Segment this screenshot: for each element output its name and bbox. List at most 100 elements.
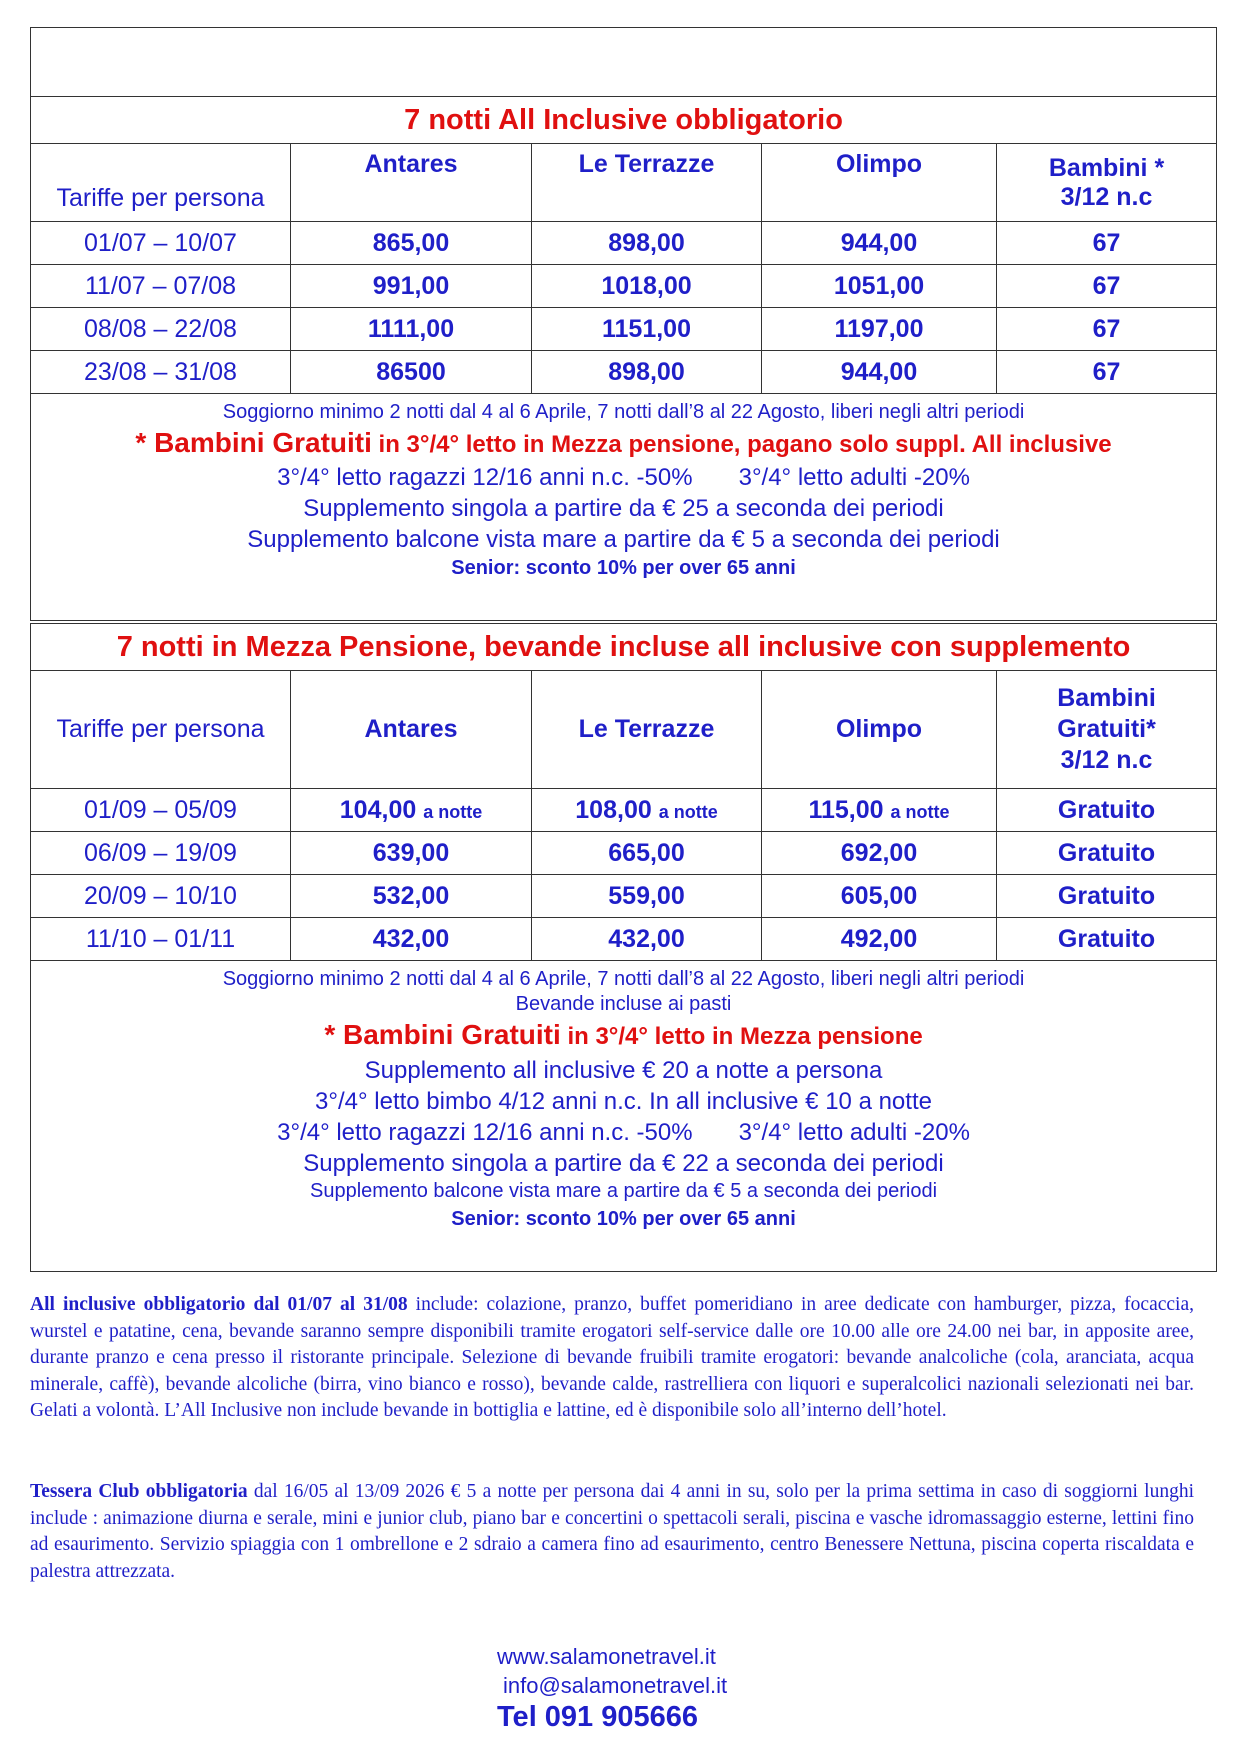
table-row: 01/09 – 05/09 104,00 a notte 108,00 a no… xyxy=(30,788,1218,832)
price-le-terrazze: 665,00 xyxy=(531,831,762,875)
phone-number: Tel 091 905666 xyxy=(497,1701,699,1733)
price-olimpo: 944,00 xyxy=(761,350,997,394)
kids-note-highlight: * Bambini Gratuiti xyxy=(324,1019,561,1050)
drinks-note: Bevande incluse ai pasti xyxy=(515,993,732,1015)
period: 01/07 – 10/07 xyxy=(30,221,291,265)
price-antares: 991,00 xyxy=(290,264,532,308)
period: 11/10 – 01/11 xyxy=(30,917,291,961)
price-olimpo: 944,00 xyxy=(761,221,997,265)
price-olimpo: 1197,00 xyxy=(761,307,997,351)
child-bed-note: 3°/4° letto bimbo 4/12 anni n.c. In all … xyxy=(315,1088,932,1115)
price-value: 115,00 xyxy=(808,795,884,824)
price-bambini: 67 xyxy=(995,350,1218,394)
price-antares: 639,00 xyxy=(290,831,532,875)
period: 01/09 – 05/09 xyxy=(30,788,291,832)
paragraph-text: include: colazione, pranzo, buffet pomer… xyxy=(30,1294,1194,1421)
price-le-terrazze: 108,00 a notte xyxy=(531,788,762,832)
table-row: 06/09 – 19/09 639,00 665,00 692,00 Gratuito xyxy=(30,831,1218,875)
section-title: 7 notti in Mezza Pensione, bevande inclu… xyxy=(29,623,1218,671)
header-bambini-line1: Bambini xyxy=(1057,684,1156,712)
kids-note: * Bambini Gratuiti in 3°/4° letto in Mez… xyxy=(31,425,1216,462)
adult-discount: 3°/4° letto adulti -20% xyxy=(738,464,970,491)
paragraph-text: dal 16/05 al 13/09 2026 € 5 a notte per … xyxy=(30,1481,1195,1582)
blank-header-row xyxy=(29,27,1218,97)
header-tariffe: Tariffe per persona xyxy=(30,670,291,789)
all-inclusive-supplement: Supplemento all inclusive € 20 a notte a… xyxy=(364,1057,883,1084)
price-olimpo: 492,00 xyxy=(761,917,997,961)
price-le-terrazze: 898,00 xyxy=(531,221,762,265)
price-le-terrazze: 559,00 xyxy=(531,874,762,918)
period: 08/08 – 22/08 xyxy=(30,307,291,351)
balcony-supplement: Supplemento balcone vista mare a partire… xyxy=(247,526,1000,553)
single-supplement: Supplemento singola a partire da € 22 a … xyxy=(303,1150,944,1177)
kids-note: * Bambini Gratuiti in 3°/4° letto in Mez… xyxy=(31,1017,1216,1055)
period: 23/08 – 31/08 xyxy=(30,350,291,394)
header-bambini: Bambini * 3/12 n.c xyxy=(995,143,1218,222)
all-inclusive-paragraph: All inclusive obbligatorio dal 01/07 al … xyxy=(30,1292,1194,1425)
header-bambini-line1: Bambini * xyxy=(1048,153,1165,182)
table-row: 20/09 – 10/10 532,00 559,00 605,00 Gratuito xyxy=(30,874,1218,918)
single-supplement: Supplemento singola a partire da € 25 a … xyxy=(303,495,944,522)
header-le-terrazze: Le Terrazze xyxy=(531,670,762,789)
paragraph-heading: Tessera Club obbligatoria xyxy=(30,1481,248,1502)
email-link[interactable]: info@salamonetravel.it xyxy=(503,1673,728,1698)
price-olimpo: 1051,00 xyxy=(761,264,997,308)
table-row: 23/08 – 31/08 86500 898,00 944,00 67 xyxy=(30,350,1218,394)
kids-note-highlight: * Bambini Gratuiti xyxy=(135,427,372,458)
price-antares: 104,00 a notte xyxy=(290,788,532,832)
period: 11/07 – 07/08 xyxy=(30,264,291,308)
header-antares: Antares xyxy=(290,143,532,222)
section-title: 7 notti All Inclusive obbligatorio xyxy=(29,96,1218,144)
notes-section: Soggiorno minimo 2 notti dal 4 al 6 Apri… xyxy=(29,393,1218,621)
discount-note: 3°/4° letto ragazzi 12/16 anni n.c. -50%… xyxy=(31,1117,1216,1148)
adult-discount: 3°/4° letto adulti -20% xyxy=(738,1119,970,1146)
header-olimpo: Olimpo xyxy=(761,670,997,789)
per-night-label: a notte xyxy=(658,801,718,822)
price-le-terrazze: 432,00 xyxy=(531,917,762,961)
balcony-supplement: Supplemento balcone vista mare a partire… xyxy=(309,1180,938,1202)
price-value: 104,00 xyxy=(339,795,417,824)
price-bambini: 67 xyxy=(995,221,1218,265)
price-bambini: 67 xyxy=(995,307,1218,351)
price-olimpo: 115,00 a notte xyxy=(761,788,997,832)
header-bambini: Bambini Gratuiti* 3/12 n.c xyxy=(995,670,1218,789)
price-antares: 432,00 xyxy=(290,917,532,961)
price-antares: 532,00 xyxy=(290,874,532,918)
price-bambini: Gratuito xyxy=(995,831,1218,875)
header-le-terrazze: Le Terrazze xyxy=(531,143,762,222)
table-row: 11/07 – 07/08 991,00 1018,00 1051,00 67 xyxy=(30,264,1218,308)
website-link[interactable]: www.salamonetravel.it xyxy=(497,1644,716,1669)
senior-discount: Senior: sconto 10% per over 65 anni xyxy=(451,557,796,579)
table-row: 11/10 – 01/11 432,00 432,00 492,00 Gratuito xyxy=(30,917,1218,961)
notes-section: Soggiorno minimo 2 notti dal 4 al 6 Apri… xyxy=(29,960,1218,1272)
header-antares: Antares xyxy=(290,670,532,789)
price-olimpo: 605,00 xyxy=(761,874,997,918)
header-olimpo: Olimpo xyxy=(761,143,997,222)
price-bambini: Gratuito xyxy=(995,788,1218,832)
price-table-half-board: 7 notti in Mezza Pensione, bevande inclu… xyxy=(29,623,1218,1272)
tessera-club-paragraph: Tessera Club obbligatoria dal 16/05 al 1… xyxy=(30,1479,1194,1585)
header-bambini-line3: 3/12 n.c xyxy=(1060,746,1153,774)
price-antares: 86500 xyxy=(290,350,532,394)
price-table-all-inclusive: 7 notti All Inclusive obbligatorio Tarif… xyxy=(29,27,1218,621)
price-bambini: Gratuito xyxy=(995,874,1218,918)
table-row: 08/08 – 22/08 1111,00 1151,00 1197,00 67 xyxy=(30,307,1218,351)
kids-note-text: in 3°/4° letto in Mezza pensione, pagano… xyxy=(371,431,1112,458)
header-tariffe: Tariffe per persona xyxy=(30,143,291,222)
price-antares: 865,00 xyxy=(290,221,532,265)
kids-note-text: in 3°/4° letto in Mezza pensione xyxy=(560,1023,923,1050)
header-bambini-line2: Gratuiti* xyxy=(1057,715,1156,743)
period: 20/09 – 10/10 xyxy=(30,874,291,918)
price-le-terrazze: 1018,00 xyxy=(531,264,762,308)
senior-discount: Senior: sconto 10% per over 65 anni xyxy=(451,1208,796,1230)
per-night-label: a notte xyxy=(890,801,950,822)
header-bambini-line2: 3/12 n.c xyxy=(1060,182,1153,211)
price-bambini: 67 xyxy=(995,264,1218,308)
price-value: 108,00 xyxy=(575,795,652,824)
price-olimpo: 692,00 xyxy=(761,831,997,875)
teen-discount: 3°/4° letto ragazzi 12/16 anni n.c. -50% xyxy=(277,1119,693,1146)
period: 06/09 – 19/09 xyxy=(30,831,291,875)
table-row: 01/07 – 10/07 865,00 898,00 944,00 67 xyxy=(30,221,1218,265)
min-stay-note: Soggiorno minimo 2 notti dal 4 al 6 Apri… xyxy=(222,401,1025,423)
discount-note: 3°/4° letto ragazzi 12/16 anni n.c. -50%… xyxy=(31,462,1216,493)
